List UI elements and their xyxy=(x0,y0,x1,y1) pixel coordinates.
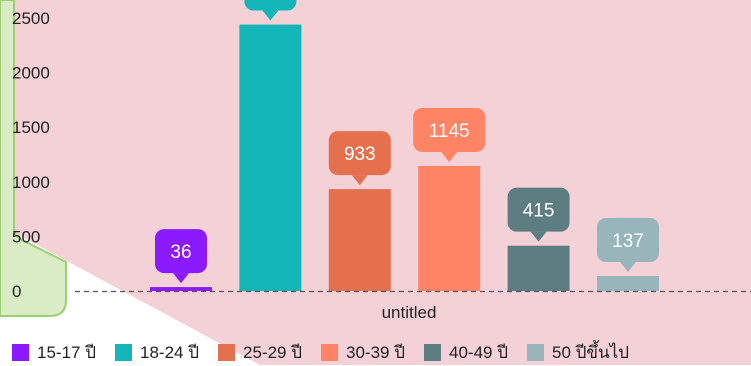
data-label: 415 xyxy=(523,201,555,222)
data-label-pointer xyxy=(441,151,458,162)
bar[interactable] xyxy=(507,245,570,291)
legend-item[interactable]: 18-24 ปี xyxy=(115,339,199,366)
legend-swatch xyxy=(527,343,544,361)
legend-swatch xyxy=(115,343,132,361)
y-tick-label: 1500 xyxy=(12,118,50,137)
data-label-bubble xyxy=(597,218,659,263)
legend-swatch xyxy=(12,343,29,361)
legend-label: 15-17 ปี xyxy=(37,342,96,362)
bar[interactable] xyxy=(418,165,481,291)
y-tick-label: 1000 xyxy=(12,173,50,192)
y-tick-label: 2000 xyxy=(12,64,50,83)
data-label: 933 xyxy=(344,144,376,165)
bar[interactable] xyxy=(150,287,212,291)
legend-swatch xyxy=(424,343,441,361)
legend-label: 30-39 ปี xyxy=(346,342,405,362)
bar[interactable] xyxy=(597,276,659,291)
legend-label: 25-29 ปี xyxy=(243,342,302,362)
data-label-bubble xyxy=(413,107,486,152)
data-labels: 36 933 1145 415 137 xyxy=(155,0,659,284)
data-label: 1145 xyxy=(429,121,470,142)
legend-swatch xyxy=(321,343,338,361)
data-label: 36 xyxy=(170,242,191,263)
data-label-bubble xyxy=(244,0,297,11)
bars xyxy=(150,24,659,291)
bar[interactable] xyxy=(328,189,391,291)
legend-swatch xyxy=(218,343,235,361)
data-label-bubble xyxy=(155,229,207,274)
legend-item[interactable]: 25-29 ปี xyxy=(218,339,302,366)
data-label-pointer xyxy=(173,273,189,284)
y-tick-label: 2500 xyxy=(12,9,50,28)
data-label-pointer xyxy=(262,10,279,21)
data-label-bubble xyxy=(507,187,570,232)
data-label-pointer xyxy=(620,262,636,273)
legend-label: 18-24 ปี xyxy=(140,342,199,362)
legend: 15-17 ปี 18-24 ปี 25-29 ปี 30-39 ปี 40-49 ปี… xyxy=(12,340,751,364)
legend-item[interactable]: 30-39 ปี xyxy=(321,339,405,366)
legend-label: 40-49 ปี xyxy=(449,342,508,362)
legend-item[interactable]: 40-49 ปี xyxy=(424,339,508,366)
data-label-bubble xyxy=(328,131,391,176)
y-tick-label: 0 xyxy=(12,282,21,301)
x-axis-label: untitled xyxy=(382,303,437,322)
data-label: 137 xyxy=(612,231,644,252)
left-panel xyxy=(0,0,67,317)
y-axis: 0 500 1000 1500 2000 2500 xyxy=(12,9,50,301)
bar[interactable] xyxy=(239,24,302,291)
y-tick-label: 500 xyxy=(12,227,40,246)
legend-item[interactable]: 15-17 ปี xyxy=(12,339,96,366)
legend-item[interactable]: 50 ปีขึ้นไป xyxy=(527,339,629,366)
legend-label: 50 ปีขึ้นไป xyxy=(552,342,630,362)
data-label-pointer xyxy=(351,175,368,186)
data-label-pointer xyxy=(530,231,547,242)
